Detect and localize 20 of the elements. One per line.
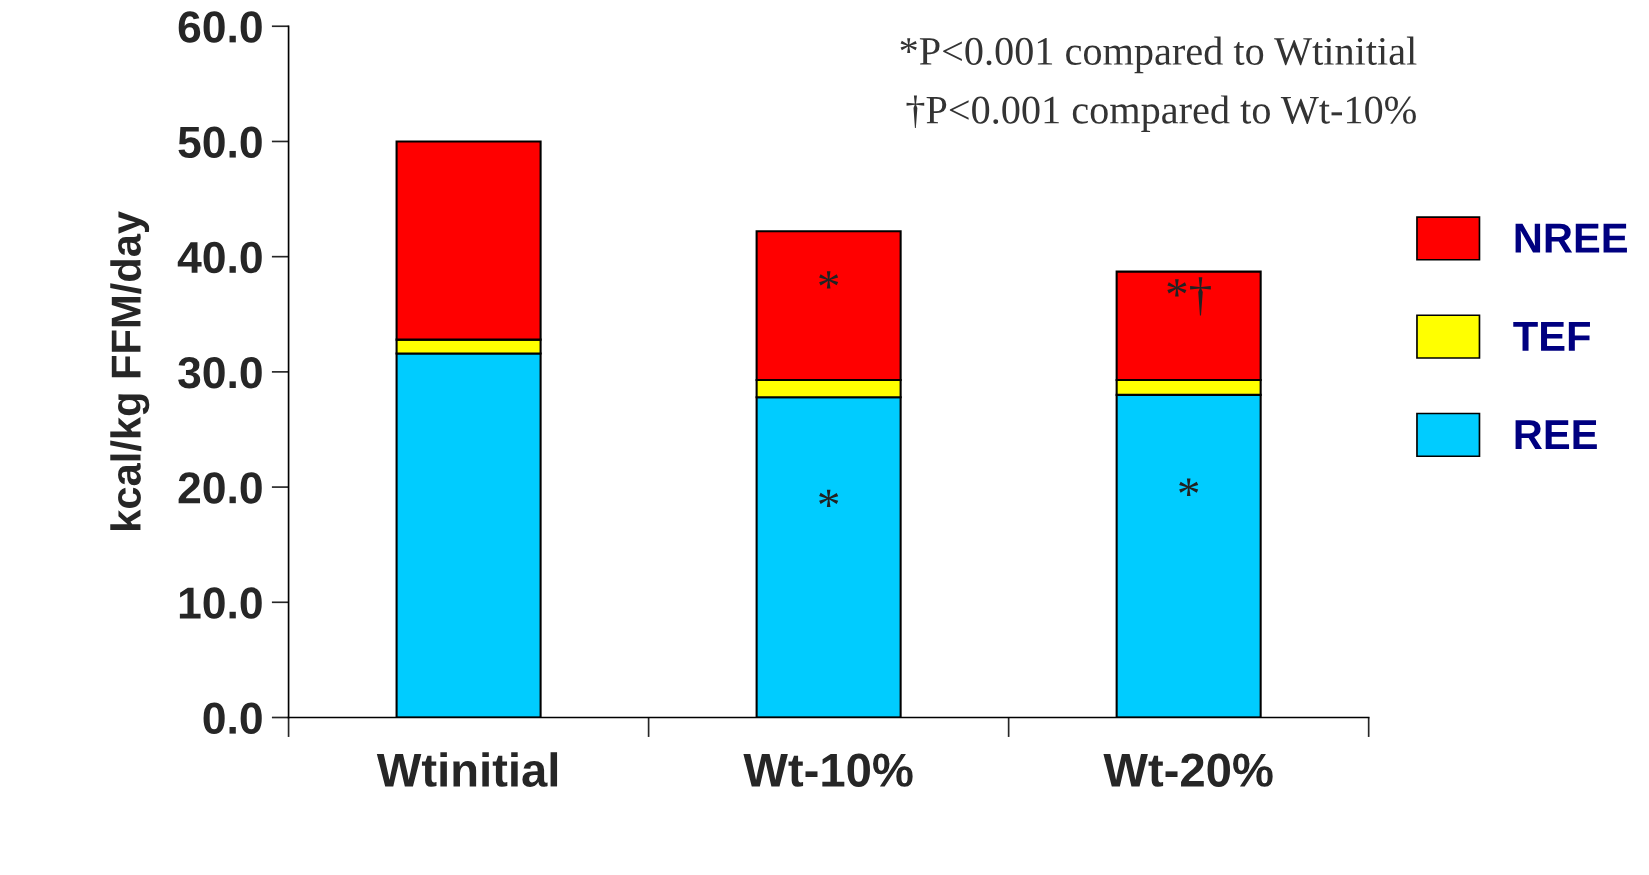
y-tick-label: 30.0 (178, 356, 262, 389)
annotation: * (1179, 478, 1199, 496)
legend-label: REE (1515, 420, 1597, 449)
annotation: †P<0.001 compared to Wt-10% (906, 95, 1416, 132)
y-tick-label: 20.0 (178, 472, 262, 504)
legend-label: TEF (1513, 322, 1590, 351)
y-axis-title: kcal/kg FFM/day (110, 211, 150, 530)
annotation: * (819, 271, 839, 289)
legend-label: NREE (1515, 223, 1627, 253)
x-tick-label: Wtinitial (376, 752, 558, 787)
y-tick-label: 0.0 (203, 702, 262, 735)
x-tick-label: Wt-10% (743, 753, 913, 787)
y-tick-label: 10.0 (179, 587, 262, 619)
annotation: *† (1167, 277, 1211, 316)
annotation: * (819, 489, 839, 508)
y-tick-label: 60.0 (178, 11, 262, 43)
annotation: *P<0.001 compared to Wtinitial (900, 36, 1417, 74)
y-tick-label: 40.0 (177, 241, 262, 274)
x-tick-label: Wt-20% (1103, 753, 1273, 787)
y-tick-label: 50.0 (178, 126, 262, 158)
